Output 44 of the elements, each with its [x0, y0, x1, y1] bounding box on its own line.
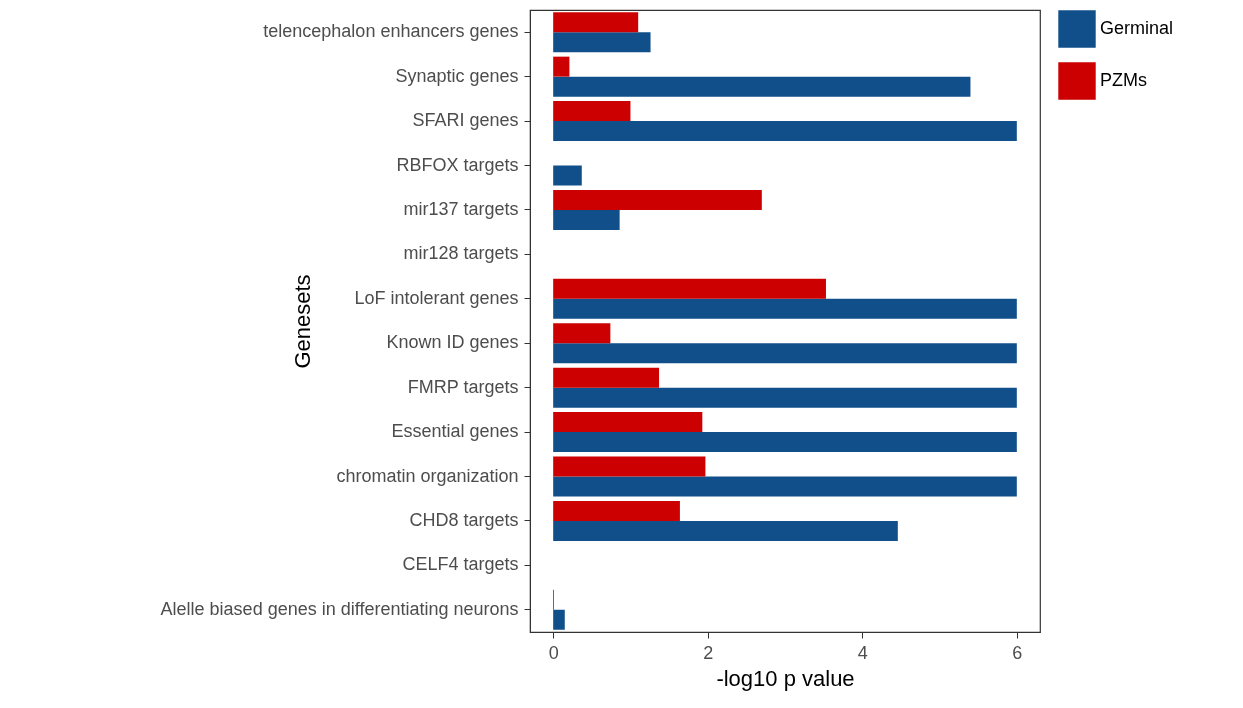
- bar: [553, 278, 826, 299]
- y-tick-label: RBFOX targets: [396, 154, 519, 175]
- y-tick-label: Essential genes: [391, 421, 519, 442]
- bar: [553, 609, 565, 630]
- bar: [553, 520, 898, 541]
- y-tick-label: LoF intolerant genes: [354, 287, 519, 308]
- bar: [553, 387, 1017, 408]
- x-tick-label: 4: [857, 642, 868, 663]
- y-tick-label: mir137 targets: [403, 198, 519, 219]
- y-tick-label: telencephalon enhancers genes: [263, 21, 519, 42]
- legend-label: PZMs: [1100, 70, 1147, 90]
- bar: [553, 476, 1017, 497]
- y-tick-label: CHD8 targets: [409, 509, 519, 530]
- x-tick-label: 2: [703, 642, 714, 663]
- bar: [553, 209, 620, 230]
- bar: [553, 189, 762, 210]
- y-tick-label: FMRP targets: [407, 376, 519, 397]
- y-tick-label: Synaptic genes: [395, 65, 519, 86]
- y-tick-label: CELF4 targets: [402, 554, 519, 575]
- y-tick-label: chromatin organization: [336, 465, 519, 486]
- bar: [553, 56, 570, 77]
- bar: [553, 323, 611, 344]
- bar: [553, 432, 1017, 453]
- y-tick-label: Known ID genes: [386, 332, 519, 353]
- bar: [553, 121, 1017, 142]
- bar: [553, 500, 680, 521]
- y-tick-label: SFARI genes: [412, 110, 519, 131]
- bar: [553, 456, 706, 477]
- bar: [553, 412, 703, 433]
- bar: [553, 343, 1017, 364]
- legend-label: Germinal: [1100, 18, 1174, 38]
- y-axis-title: Genesets: [289, 274, 315, 369]
- bar: [553, 101, 631, 122]
- y-tick-label: Alelle biased genes in differentiating neurons: [160, 598, 519, 619]
- y-tick-label: mir128 targets: [403, 243, 519, 264]
- bar: [553, 76, 971, 97]
- bar: [553, 165, 582, 186]
- x-tick-label: 6: [1012, 642, 1023, 663]
- x-axis-title: -log10 p value: [716, 665, 855, 691]
- bar: [553, 298, 1017, 319]
- bar: [553, 32, 651, 53]
- bar: [553, 367, 660, 388]
- bar: [553, 12, 639, 33]
- x-tick-label: 0: [548, 642, 559, 663]
